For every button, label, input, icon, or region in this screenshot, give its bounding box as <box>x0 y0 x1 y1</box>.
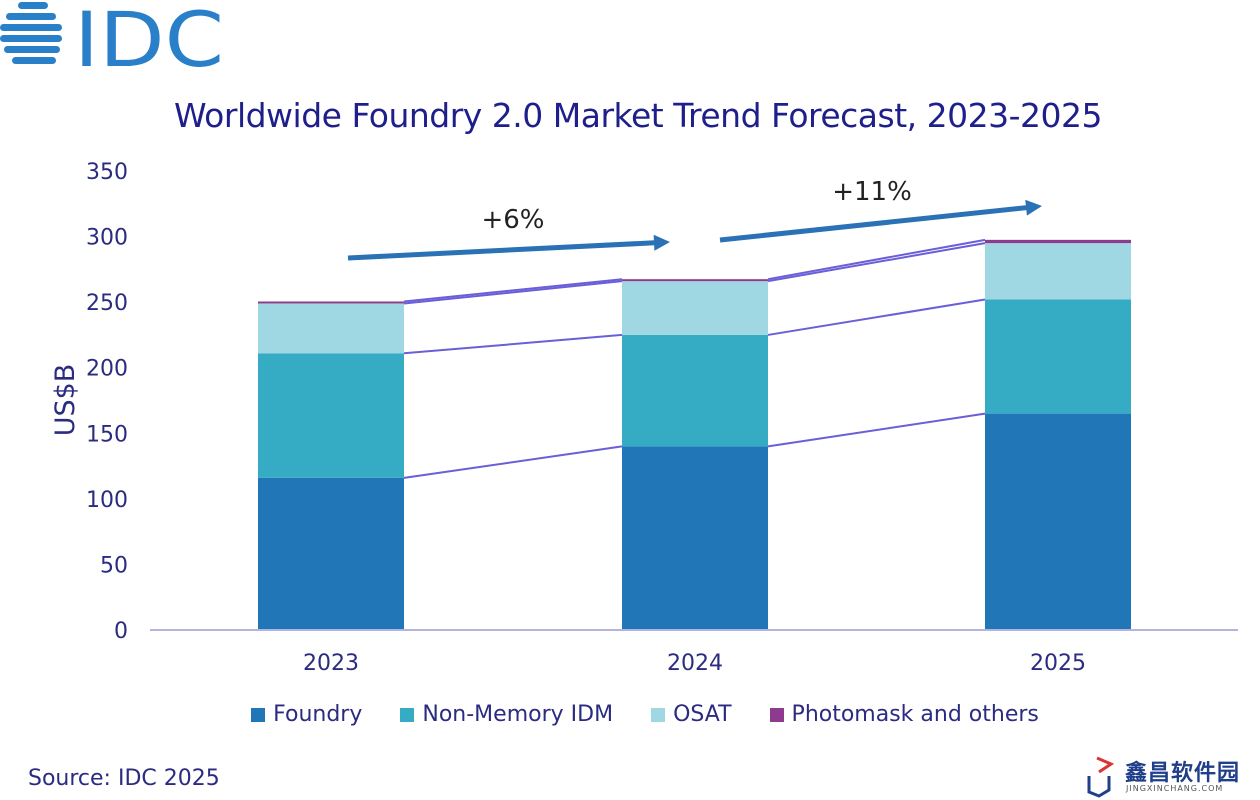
bar-segment-osat-2024 <box>622 281 768 335</box>
chart-title: Worldwide Foundry 2.0 Market Trend Forec… <box>173 96 1103 135</box>
bars <box>258 239 1131 630</box>
legend-item-foundry: Foundry <box>251 702 362 727</box>
y-axis-ticks: 0 50 100 150 200 250 300 350 <box>86 160 128 644</box>
series-connector-lines <box>403 238 986 479</box>
y-tick-label: 150 <box>86 422 128 447</box>
y-tick-label: 200 <box>86 357 128 382</box>
y-tick-label: 100 <box>86 488 128 513</box>
y-tick-label: 300 <box>86 226 128 251</box>
bar-segment-photomask-and-others-2025 <box>985 239 1131 244</box>
bar-segment-osat-2023 <box>258 303 404 354</box>
bar-segment-non-memory-idm-2025 <box>985 299 1131 414</box>
y-tick-label: 0 <box>114 619 128 644</box>
watermark-logo-icon <box>1087 756 1115 798</box>
idc-logo-text: IDC <box>74 0 224 75</box>
growth-label: +6% <box>481 205 544 235</box>
legend-swatch <box>251 707 266 722</box>
x-tick-label: 2025 <box>1030 651 1086 676</box>
bar-segment-photomask-and-others-2024 <box>622 279 768 282</box>
legend-swatch <box>769 707 784 722</box>
x-tick-label: 2024 <box>667 651 723 676</box>
bar-segment-non-memory-idm-2024 <box>622 334 768 447</box>
legend-label: Photomask and others <box>791 702 1039 727</box>
series-line-foundry <box>767 412 986 448</box>
arrow-head-icon <box>1025 199 1042 216</box>
bar-segment-foundry-2024 <box>622 446 768 630</box>
legend-item-osat: OSAT <box>651 702 732 727</box>
legend-label: Non-Memory IDM <box>422 702 614 727</box>
x-tick-label: 2023 <box>303 651 359 676</box>
y-axis-label: US$B <box>50 364 81 437</box>
y-tick-label: 350 <box>86 160 128 185</box>
series-line-osat <box>767 242 986 283</box>
growth-label: +11% <box>832 177 912 207</box>
idc-globe-icon <box>0 2 62 64</box>
growth-arrow-line <box>347 239 661 261</box>
bar-segment-foundry-2023 <box>258 477 404 630</box>
legend-item-non-memory-idm: Non-Memory IDM <box>400 702 613 727</box>
bar-segment-foundry-2025 <box>985 413 1131 630</box>
idc-logo: IDC <box>0 0 224 75</box>
arrow-head-icon <box>653 234 670 251</box>
bar-segment-non-memory-idm-2023 <box>258 353 404 478</box>
series-line-foundry <box>403 445 623 479</box>
growth-annotations: +6% +11% <box>347 177 1042 261</box>
watermark-text: 鑫昌软件园 <box>1125 761 1241 786</box>
growth-arrow-line <box>719 204 1033 243</box>
legend-label: OSAT <box>673 702 732 727</box>
y-tick-label: 50 <box>100 553 128 578</box>
x-axis-ticks: 2023 2024 2025 <box>303 651 1086 676</box>
legend: Foundry Non-Memory IDM OSAT Photomask and o… <box>0 702 1260 727</box>
y-tick-label: 250 <box>86 291 128 316</box>
series-line-photomask-and-others <box>403 278 623 303</box>
bar-segment-osat-2025 <box>985 243 1131 300</box>
legend-swatch <box>651 707 666 722</box>
legend-label: Foundry <box>273 702 363 727</box>
source-note: Source: IDC 2025 <box>28 766 220 791</box>
bar-segment-photomask-and-others-2023 <box>258 301 404 304</box>
legend-item-photomask-and-others: Photomask and others <box>769 702 1039 727</box>
legend-swatch <box>400 707 415 722</box>
series-line-non-memory-idm <box>767 298 986 336</box>
series-line-osat <box>403 280 623 305</box>
series-line-non-memory-idm <box>403 333 623 355</box>
series-line-photomask-and-others <box>767 238 986 281</box>
watermark-subtext: JINGXINCHANG.COM <box>1126 784 1224 793</box>
